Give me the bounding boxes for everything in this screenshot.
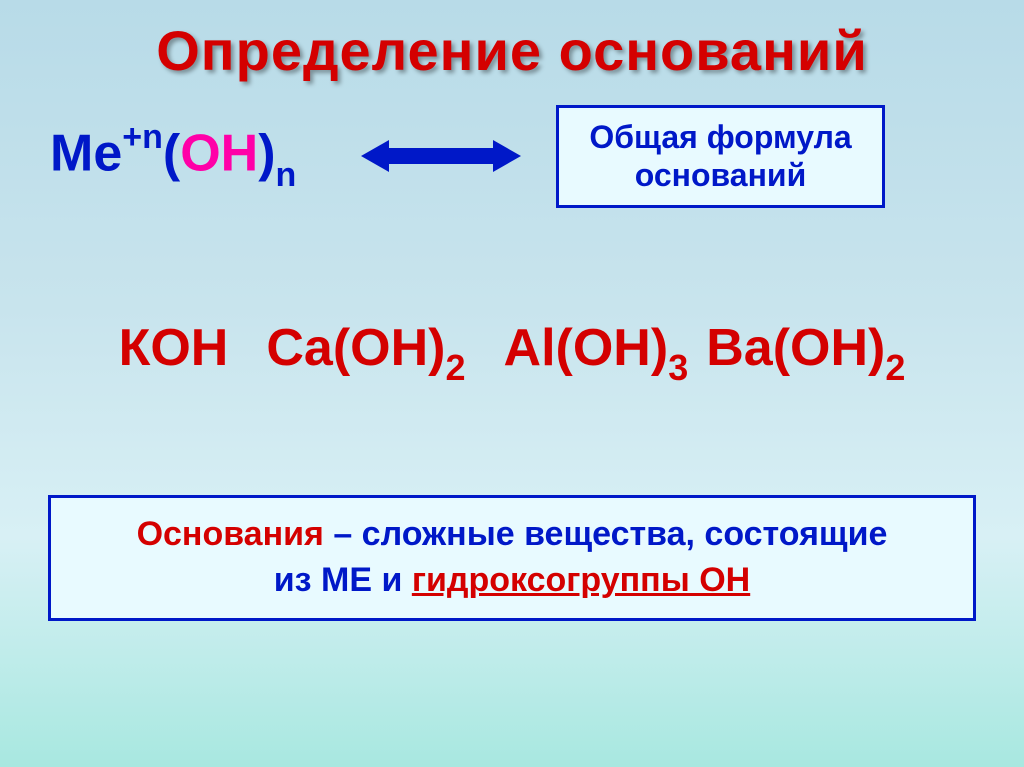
ex1-oh: ОН [150,319,228,377]
ex4-me: Ba [706,319,772,377]
ex2-open: ( [333,319,350,377]
ex2-me: Сa [266,319,332,377]
ex1-me: К [119,319,151,377]
ex4-close: ) [868,319,885,377]
formula-sup: +n [122,118,163,156]
formula-label-line2: оснований [589,156,851,194]
def-p2: – сложные вещества, состоящие [324,515,888,553]
def-p4: гидроксогруппы ОН [412,561,750,599]
general-formula: Ме+n(ОН)n [50,122,296,191]
ex4-sub: 2 [885,347,905,388]
slide-title: Определение оснований [40,18,984,83]
formula-row: Ме+n(ОН)n Общая формула оснований [50,105,984,208]
ex3-close: ) [651,319,668,377]
ex4-open: ( [773,319,790,377]
ex3-open: ( [556,319,573,377]
formula-sub: n [276,156,297,194]
ex3-me: Al [504,319,556,377]
formula-label-line1: Общая формула [589,118,851,156]
ex3-sub: 3 [668,347,688,388]
formula-me: Ме [50,124,122,182]
formula-close: ) [258,124,275,182]
ex2-sub: 2 [446,347,466,388]
ex2-oh: ОН [350,319,428,377]
formula-oh: ОН [180,124,258,182]
examples-row: КОНСa(ОН)2Al(ОН)3Ba(ОН)2 [40,318,984,385]
definition-box: Основания – сложные вещества, состоящие … [48,495,976,621]
def-p3: из МЕ и [274,561,412,599]
ex2-close: ) [428,319,445,377]
def-p1: Основания [137,515,324,553]
ex4-oh: ОН [790,319,868,377]
formula-open: ( [163,124,180,182]
double-arrow-icon [361,136,521,176]
slide: Определение оснований Ме+n(ОН)n Общая фо… [0,0,1024,767]
ex3-oh: ОН [573,319,651,377]
formula-label-box: Общая формула оснований [556,105,884,208]
